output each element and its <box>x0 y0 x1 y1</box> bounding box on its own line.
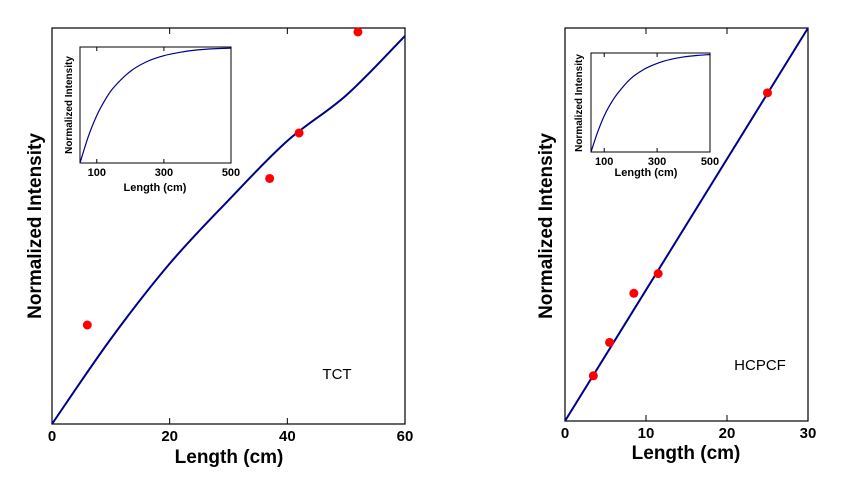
sample-annotation: TCT <box>322 366 351 383</box>
inset-plot: 100 300 500 Length (cm) Normalized Intensity <box>64 46 240 194</box>
data-point <box>265 173 275 183</box>
inset-x-tick-label: 300 <box>648 156 666 168</box>
plot-frame <box>564 27 809 422</box>
inset-curve <box>590 53 711 153</box>
inset-frame <box>590 52 711 153</box>
x-tick-label: 60 <box>397 428 414 445</box>
panel-hcpcf: 0 10 20 30 Length (cm) Normalized Intensity HC… <box>536 27 817 464</box>
inset-x-axis-label: Length (cm) <box>124 182 187 194</box>
x-tick-label: 0 <box>561 425 569 442</box>
x-tick-label: 10 <box>638 425 655 442</box>
inset-x-tick-label: 100 <box>88 167 106 179</box>
data-point <box>294 128 304 138</box>
fit-curve <box>51 35 406 425</box>
data-point <box>653 269 663 279</box>
data-point <box>82 320 92 330</box>
inset-plot: 100 300 500 Length (cm) Normalized Intensity <box>574 52 719 179</box>
data-point <box>629 288 639 298</box>
inset-frame <box>79 46 232 164</box>
x-tick-label: 20 <box>719 425 736 442</box>
sample-annotation: HCPCF <box>734 357 786 374</box>
inset-x-axis-label: Length (cm) <box>615 167 678 179</box>
x-axis-label: Length (cm) <box>632 443 741 464</box>
panel-tct: 0 20 40 60 Length (cm) Normalized Intensity TC… <box>25 27 413 468</box>
x-tick-label: 30 <box>800 425 817 442</box>
inset-x-tick-label: 100 <box>595 156 613 168</box>
plot-frame <box>51 27 406 425</box>
x-tick-label: 40 <box>279 428 296 445</box>
y-axis-label: Normalized Intensity <box>25 133 46 319</box>
x-tick-label: 0 <box>48 428 56 445</box>
inset-curve <box>79 47 232 164</box>
data-point <box>588 371 598 381</box>
x-axis-label: Length (cm) <box>175 447 284 468</box>
data-point <box>353 27 363 37</box>
data-point <box>763 88 772 98</box>
data-point <box>605 337 615 347</box>
x-tick-label: 20 <box>161 428 178 445</box>
inset-y-axis-label: Normalized Intensity <box>64 56 75 154</box>
inset-y-axis-label: Normalized Intensity <box>574 54 585 152</box>
inset-x-tick-label: 300 <box>155 167 173 179</box>
y-axis-label: Normalized Intensity <box>536 133 557 319</box>
inset-x-tick-label: 500 <box>222 167 240 179</box>
inset-x-tick-label: 500 <box>701 156 719 168</box>
